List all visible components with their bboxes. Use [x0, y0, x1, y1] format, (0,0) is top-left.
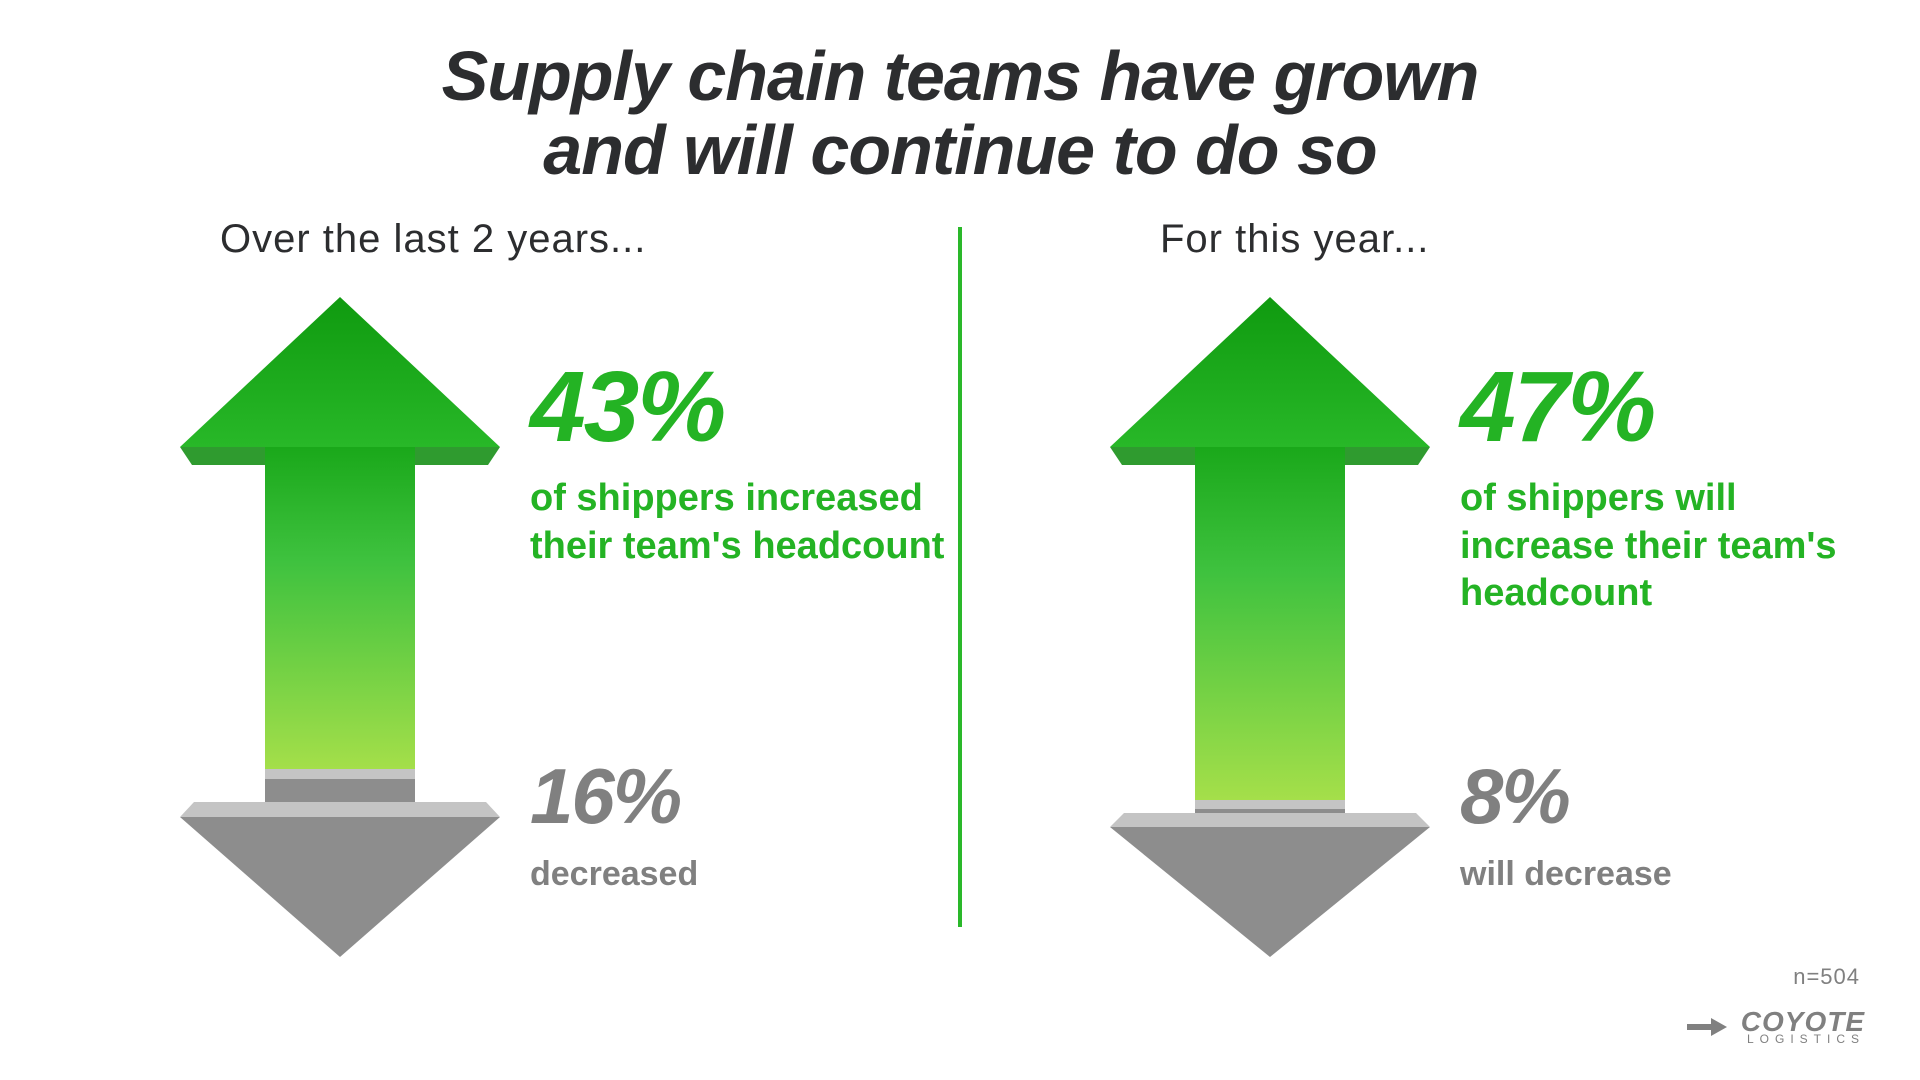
panel-left-heading: Over the last 2 years... — [220, 217, 960, 262]
right-down-pct: 8% — [1460, 757, 1672, 835]
vertical-divider — [958, 227, 962, 927]
panels-container: Over the last 2 years... — [0, 217, 1920, 1017]
stat-left-down: 16% decreased — [530, 757, 698, 896]
sample-size-label: n=504 — [1793, 964, 1860, 990]
double-arrow-icon — [1100, 297, 1440, 957]
logo-sub: LOGISTICS — [1741, 1034, 1865, 1045]
right-up-pct: 47% — [1460, 357, 1860, 457]
main-title: Supply chain teams have grown and will c… — [0, 0, 1920, 187]
coyote-logo: COYOTE LOGISTICS — [1687, 1009, 1865, 1045]
arrow-left — [170, 297, 510, 957]
right-down-desc: will decrease — [1460, 853, 1672, 896]
arrow-right — [1100, 297, 1440, 957]
left-up-pct: 43% — [530, 357, 950, 457]
right-up-desc: of shippers will increase their team's h… — [1460, 475, 1860, 618]
coyote-arrow-icon — [1687, 1012, 1731, 1042]
stat-right-down: 8% will decrease — [1460, 757, 1672, 896]
stat-right-up: 47% of shippers will increase their team… — [1460, 357, 1860, 618]
panel-right-heading: For this year... — [1160, 217, 1860, 262]
title-line-1: Supply chain teams have grown — [0, 40, 1920, 114]
left-down-desc: decreased — [530, 853, 698, 896]
panel-left: Over the last 2 years... — [60, 217, 960, 272]
left-up-desc: of shippers increased their team's headc… — [530, 475, 950, 570]
logo-text: COYOTE LOGISTICS — [1741, 1009, 1865, 1045]
panel-right: For this year... — [960, 217, 1860, 272]
stat-left-up: 43% of shippers increased their team's h… — [530, 357, 950, 570]
left-down-pct: 16% — [530, 757, 698, 835]
title-line-2: and will continue to do so — [0, 114, 1920, 188]
double-arrow-icon — [170, 297, 510, 957]
